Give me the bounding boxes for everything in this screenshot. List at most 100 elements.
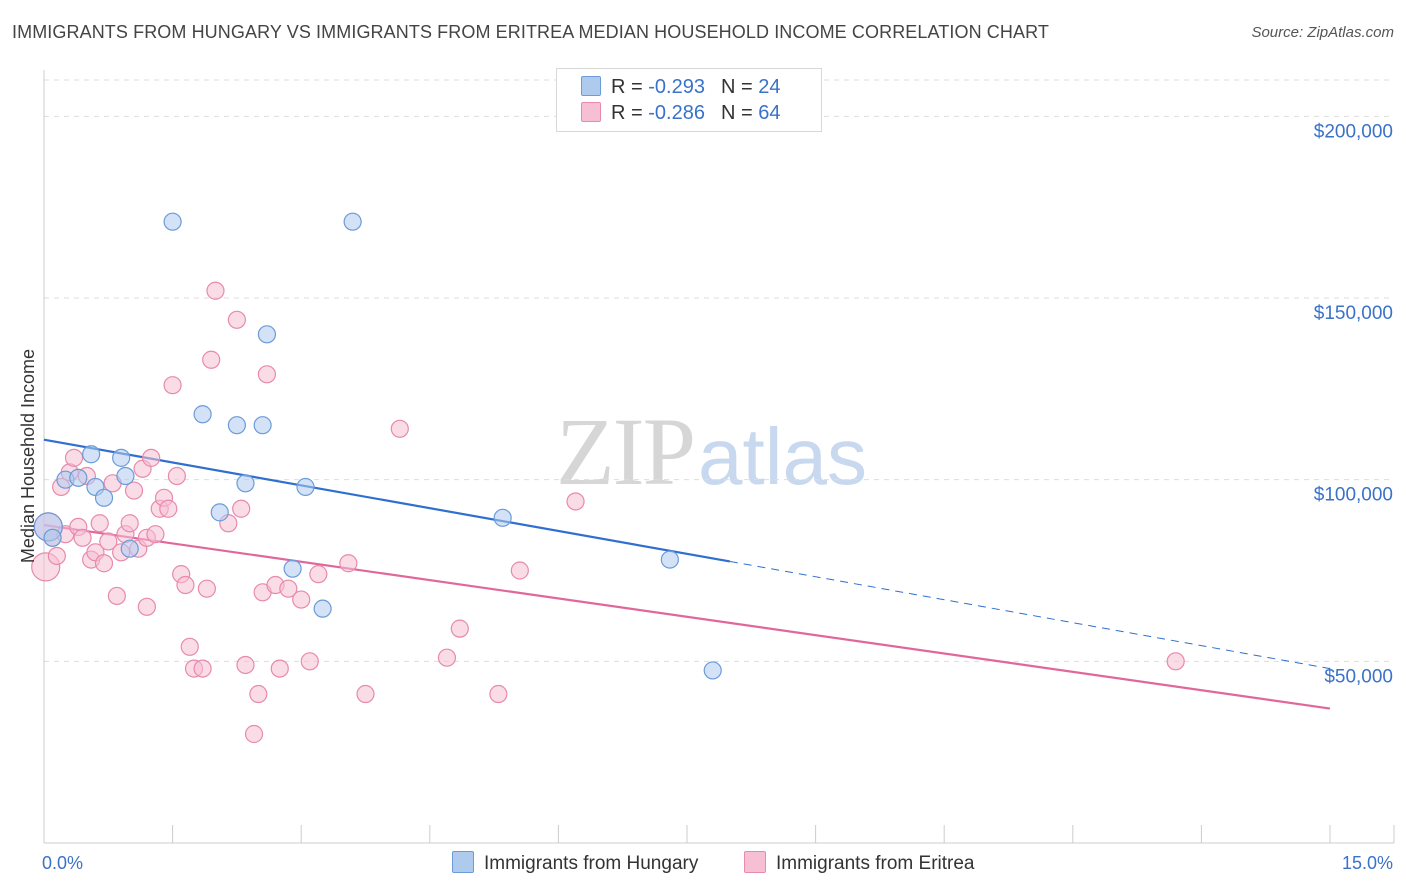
y-axis-label: Median Household Income bbox=[18, 349, 38, 563]
eritrea-point-56 bbox=[390, 419, 409, 438]
y-tick-label-2: $150,000 bbox=[1314, 303, 1393, 324]
bottom-eritrea-label: Immigrants from Eritrea bbox=[776, 853, 975, 874]
hungary-point-7 bbox=[116, 466, 135, 486]
eritrea-point-33 bbox=[176, 575, 195, 595]
hungary-point-10 bbox=[193, 405, 212, 424]
eritrea-point-34 bbox=[180, 637, 199, 656]
hungary-point-4 bbox=[82, 445, 101, 464]
hungary-point-8 bbox=[120, 539, 139, 558]
hungary-n-label: N = bbox=[720, 76, 753, 98]
eritrea-point-20 bbox=[120, 514, 139, 533]
eritrea-point-26 bbox=[146, 525, 165, 544]
hungary-point-17 bbox=[296, 477, 315, 497]
eritrea-point-57 bbox=[437, 648, 457, 667]
hungary-point-15 bbox=[257, 325, 277, 344]
eritrea-point-42 bbox=[232, 499, 251, 518]
x-tick-labels: 0.0% 15.0% bbox=[42, 853, 1393, 873]
hungary-point-3 bbox=[69, 468, 88, 487]
eritrea-point-31 bbox=[167, 466, 186, 486]
hungary-r-value: -0.293 bbox=[648, 76, 705, 98]
eritrea-trend-line bbox=[43, 523, 1331, 710]
eritrea-point-9 bbox=[73, 528, 92, 547]
eritrea-point-7 bbox=[64, 448, 84, 467]
source-label: Source: ZipAtlas.com bbox=[1251, 24, 1394, 41]
eritrea-point-15 bbox=[99, 532, 118, 551]
hungary-point-21 bbox=[660, 550, 679, 569]
hungary-point-13 bbox=[236, 474, 255, 493]
bottom-hungary-swatch bbox=[452, 851, 474, 873]
eritrea-point-3 bbox=[47, 546, 66, 566]
eritrea-point-59 bbox=[489, 684, 508, 704]
eritrea-point-61 bbox=[566, 492, 585, 511]
eritrea-point-54 bbox=[339, 554, 358, 573]
hungary-point-16 bbox=[283, 559, 302, 578]
eritrea-swatch bbox=[581, 102, 601, 122]
eritrea-point-50 bbox=[279, 579, 298, 598]
eritrea-point-47 bbox=[257, 365, 277, 384]
eritrea-n-label: N = bbox=[720, 102, 753, 124]
watermark: ZIPatlas bbox=[556, 396, 867, 507]
hungary-point-18 bbox=[313, 599, 332, 618]
eritrea-point-36 bbox=[193, 659, 212, 678]
y-tick-labels: $50,000 $100,000 $150,000 $200,000 bbox=[1314, 121, 1393, 687]
bottom-legend-eritrea: Immigrants from Eritrea bbox=[744, 851, 974, 875]
watermark-atlas: atlas bbox=[698, 412, 867, 501]
legend-row-hungary: R = -0.293 N = 24 bbox=[581, 76, 780, 100]
eritrea-point-43 bbox=[236, 655, 255, 675]
hungary-point-6 bbox=[112, 448, 131, 467]
grid-lines bbox=[44, 79, 1394, 662]
eritrea-point-63 bbox=[137, 597, 156, 616]
hungary-point-19 bbox=[343, 212, 362, 231]
axes bbox=[43, 70, 1395, 844]
eritrea-point-44 bbox=[244, 724, 264, 744]
hungary-r-label: R = bbox=[611, 76, 643, 98]
eritrea-point-38 bbox=[202, 350, 221, 369]
hungary-point-12 bbox=[227, 416, 246, 435]
hungary-point-20 bbox=[493, 508, 512, 527]
eritrea-n-value: 64 bbox=[758, 102, 781, 124]
eritrea-point-55 bbox=[356, 684, 375, 704]
hungary-point-9 bbox=[163, 212, 182, 231]
eritrea-point-37 bbox=[197, 579, 216, 598]
hungary-trend-extension bbox=[729, 560, 1331, 670]
eritrea-point-62 bbox=[1166, 652, 1185, 671]
hungary-point-11 bbox=[210, 503, 229, 522]
x-tick-label-0: 0.0% bbox=[42, 853, 83, 873]
bottom-hungary-label: Immigrants from Hungary bbox=[484, 853, 699, 874]
y-tick-label-1: $100,000 bbox=[1314, 485, 1393, 506]
watermark-zip: ZIP bbox=[556, 398, 696, 505]
data-points bbox=[31, 212, 1185, 744]
eritrea-point-58 bbox=[450, 619, 469, 638]
eritrea-point-13 bbox=[90, 514, 109, 533]
eritrea-point-60 bbox=[510, 561, 529, 580]
eritrea-point-17 bbox=[107, 586, 126, 606]
eritrea-point-14 bbox=[94, 554, 114, 573]
hungary-swatch bbox=[581, 76, 601, 96]
x-tick-label-1: 15.0% bbox=[1342, 853, 1393, 873]
eritrea-point-53 bbox=[309, 565, 328, 584]
hungary-n-value: 24 bbox=[758, 76, 781, 98]
y-tick-label-3: $200,000 bbox=[1314, 121, 1393, 142]
eritrea-point-51 bbox=[292, 590, 311, 609]
eritrea-point-45 bbox=[249, 684, 268, 704]
y-tick-label-0: $50,000 bbox=[1324, 666, 1393, 687]
eritrea-point-52 bbox=[300, 652, 319, 671]
eritrea-point-25 bbox=[142, 448, 161, 467]
bottom-eritrea-swatch bbox=[744, 851, 766, 873]
hungary-point-14 bbox=[253, 416, 272, 435]
chart-title: IMMIGRANTS FROM HUNGARY VS IMMIGRANTS FR… bbox=[12, 22, 1049, 42]
correlation-legend: R = -0.293 N = 24 R = -0.286 N = 64 bbox=[556, 68, 822, 132]
hungary-point-1 bbox=[43, 528, 62, 547]
hungary-point-22 bbox=[703, 661, 722, 680]
eritrea-point-39 bbox=[206, 281, 225, 300]
bottom-legend-hungary: Immigrants from Hungary bbox=[452, 851, 698, 875]
eritrea-r-value: -0.286 bbox=[648, 102, 705, 124]
eritrea-point-49 bbox=[270, 659, 289, 678]
eritrea-point-21 bbox=[124, 481, 144, 500]
eritrea-point-30 bbox=[163, 376, 182, 395]
hungary-point-23 bbox=[94, 488, 114, 507]
legend-row-eritrea: R = -0.286 N = 64 bbox=[581, 102, 780, 126]
eritrea-r-label: R = bbox=[611, 102, 643, 124]
eritrea-point-29 bbox=[159, 499, 178, 518]
